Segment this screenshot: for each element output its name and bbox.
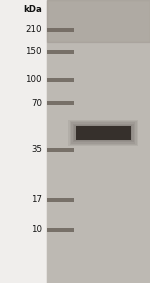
Bar — [74, 125, 132, 141]
Bar — [47, 101, 74, 105]
Text: 70: 70 — [31, 98, 42, 108]
Text: 100: 100 — [26, 76, 42, 85]
Bar — [72, 124, 134, 142]
Text: 35: 35 — [31, 145, 42, 155]
Text: 210: 210 — [26, 25, 42, 35]
Bar — [75, 126, 130, 140]
Bar — [47, 228, 74, 232]
Text: 17: 17 — [31, 196, 42, 205]
Bar — [47, 0, 150, 283]
Bar — [47, 28, 74, 32]
Text: kDa: kDa — [23, 5, 42, 14]
Bar — [69, 121, 136, 145]
Bar — [47, 148, 74, 152]
Bar — [47, 198, 74, 202]
Bar — [71, 123, 135, 143]
Bar — [47, 78, 74, 82]
Text: 150: 150 — [26, 48, 42, 57]
Bar — [47, 50, 74, 54]
Bar — [47, 0, 150, 283]
Bar — [47, 0, 150, 42]
Bar — [78, 127, 128, 132]
Bar — [68, 120, 138, 146]
Text: 10: 10 — [31, 226, 42, 235]
